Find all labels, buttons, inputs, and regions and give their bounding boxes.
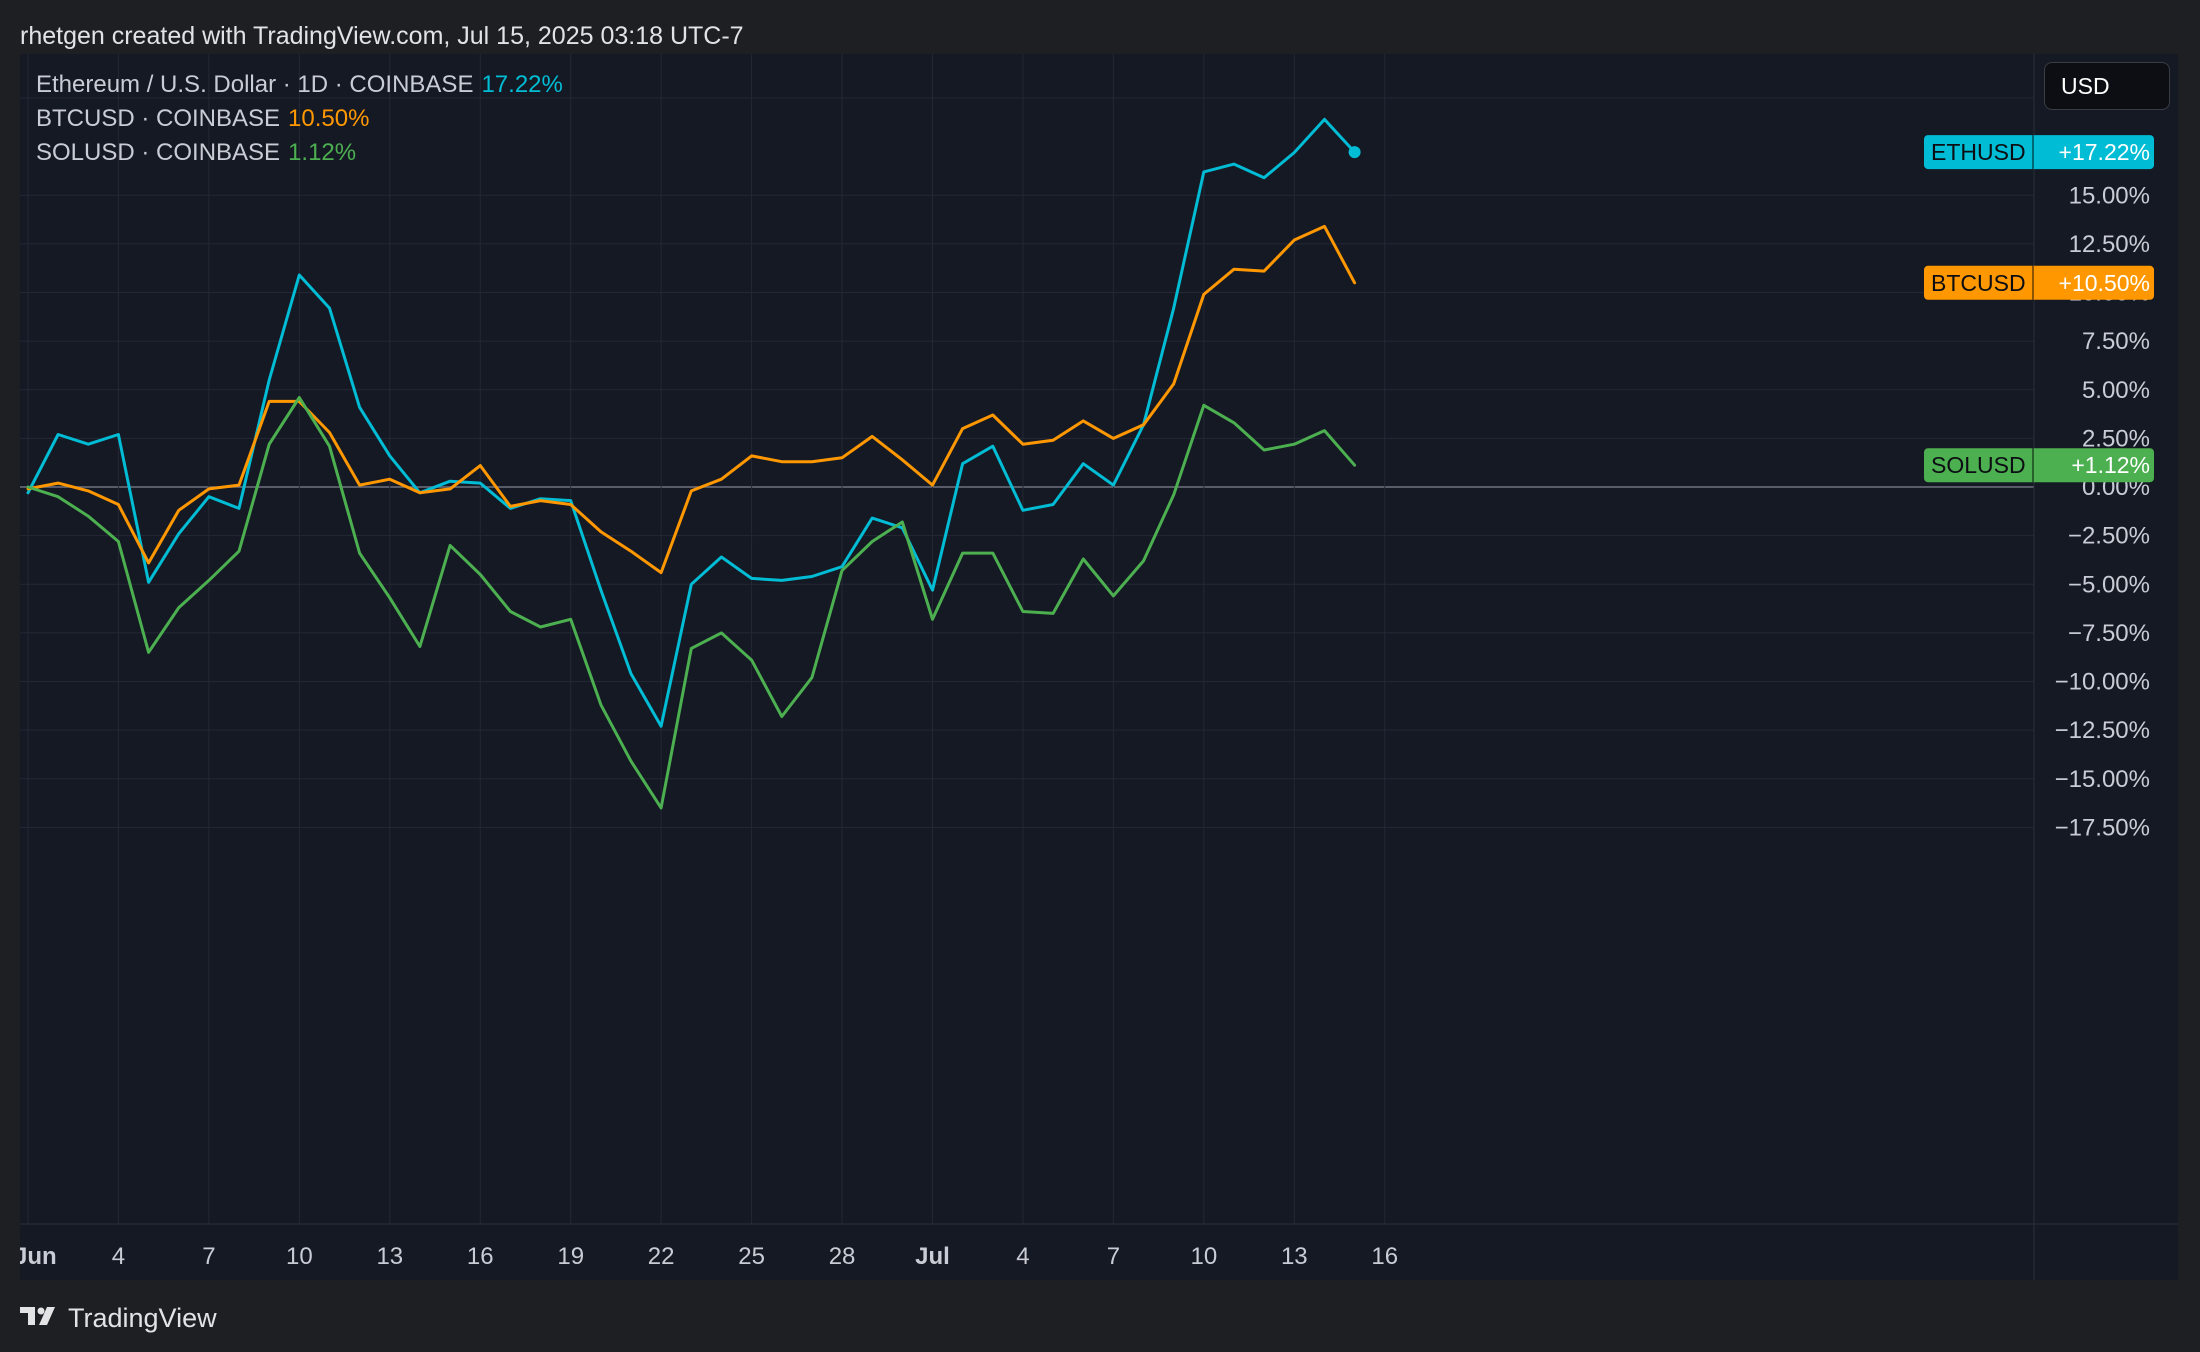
x-tick-label: 4 [112, 1243, 125, 1270]
x-tick-label: 7 [202, 1243, 215, 1270]
series-lines [26, 117, 1361, 810]
y-tick-label: −17.50% [2055, 814, 2150, 841]
x-tick-label: 13 [376, 1243, 403, 1270]
x-axis[interactable]: Jun 4 7 10 13 16 19 22 25 28 Jul 4 7 10 13 16 [20, 1243, 1398, 1270]
price-tags: ETHUSD +17.22% BTCUSD +10.50% SOLUSD +1.12% [1924, 135, 2154, 483]
x-tick-label: 25 [738, 1243, 765, 1270]
x-tick-label: 16 [1371, 1243, 1398, 1270]
brand-name: TradingView [68, 1302, 217, 1333]
price-tag-name: SOLUSD [1931, 452, 2026, 478]
legend-name: Ethereum / U.S. Dollar · 1D · COINBASE [36, 71, 474, 98]
x-tick-label: 10 [1190, 1243, 1217, 1270]
y-tick-label: 7.50% [2082, 328, 2150, 355]
price-tag-value: +1.12% [2071, 452, 2150, 478]
legend-name: BTCUSD · COINBASE [36, 105, 281, 132]
x-tick-label: 7 [1107, 1243, 1120, 1270]
tradingview-logo-icon [20, 1303, 60, 1334]
last-point-marker-ethusd [1348, 146, 1361, 159]
price-tag-name: ETHUSD [1931, 139, 2026, 165]
series-line-solusd [26, 396, 1357, 810]
price-comparison-chart[interactable]: 20.00%15.00%12.50%10.00%7.50%5.00%2.50%0… [20, 54, 2178, 1280]
price-tag-name: BTCUSD [1931, 270, 2026, 296]
x-tick-label: 16 [467, 1243, 494, 1270]
y-tick-label: −12.50% [2055, 717, 2150, 744]
y-tick-label: 12.50% [2069, 231, 2150, 258]
legend-value: 10.50% [288, 105, 370, 132]
price-tag-btcusd [1924, 265, 2154, 300]
y-tick-label: −15.00% [2055, 766, 2150, 793]
legend-row-eth[interactable]: Ethereum / U.S. Dollar · 1D · COINBASE 17… [36, 68, 563, 102]
y-tick-label: −2.50% [2068, 523, 2150, 550]
price-tag-value: +17.22% [2059, 139, 2150, 165]
x-tick-label: 28 [829, 1243, 856, 1270]
price-tag-value: +10.50% [2059, 270, 2150, 296]
x-tick-label: 13 [1281, 1243, 1308, 1270]
x-tick-label: 4 [1016, 1243, 1029, 1270]
series-line-btcusd [26, 224, 1357, 575]
chart-panel[interactable]: 20.00%15.00%12.50%10.00%7.50%5.00%2.50%0… [20, 54, 2178, 1280]
x-tick-label: 22 [648, 1243, 675, 1270]
y-tick-label: −10.00% [2055, 669, 2150, 696]
footer-brand[interactable]: TradingView [20, 1298, 217, 1338]
grid-lines [20, 54, 2034, 1224]
y-tick-label: −5.00% [2068, 571, 2150, 598]
y-tick-label: 5.00% [2082, 377, 2150, 404]
x-tick-label: Jul [915, 1243, 950, 1270]
x-tick-label: 10 [286, 1243, 313, 1270]
chart-caption: rhetgen created with TradingView.com, Ju… [20, 22, 744, 50]
y-tick-label: 2.50% [2082, 425, 2150, 452]
legend-value: 17.22% [481, 71, 563, 98]
legend-value: 1.12% [288, 139, 357, 166]
chart-legend: Ethereum / U.S. Dollar · 1D · COINBASE 17… [36, 68, 563, 170]
legend-name: SOLUSD · COINBASE [36, 139, 281, 166]
price-tag-ethusd [1924, 135, 2154, 170]
currency-button[interactable]: USD [2044, 62, 2170, 110]
y-axis[interactable]: 20.00%15.00%12.50%10.00%7.50%5.00%2.50%0… [2055, 85, 2150, 841]
x-tick-label: 19 [557, 1243, 584, 1270]
y-tick-label: 15.00% [2069, 182, 2150, 209]
legend-row-btc[interactable]: BTCUSD · COINBASE 10.50% [36, 102, 563, 136]
price-tag-solusd [1924, 448, 2154, 483]
legend-row-sol[interactable]: SOLUSD · COINBASE 1.12% [36, 136, 563, 170]
x-tick-label: Jun [20, 1243, 57, 1270]
y-tick-label: −7.50% [2068, 620, 2150, 647]
series-line-ethusd [26, 117, 1357, 728]
